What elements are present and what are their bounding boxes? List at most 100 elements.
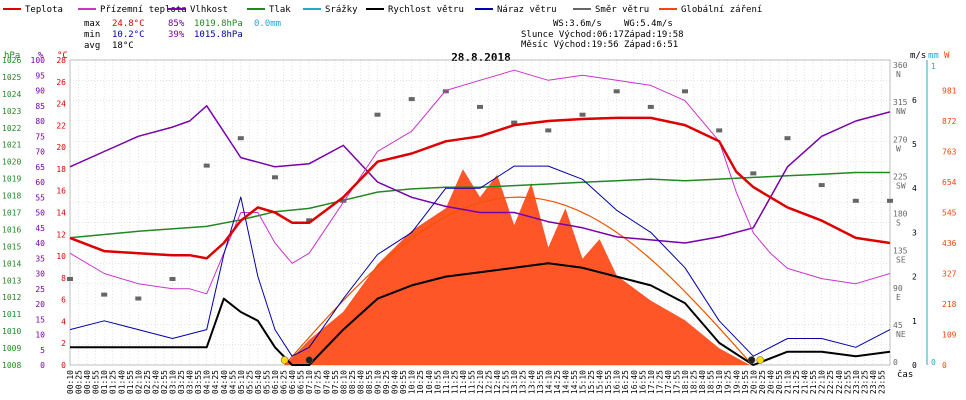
time-tick: 22:40: [835, 370, 844, 394]
wind-direction-point: [306, 218, 313, 223]
direction-degree-tick: 315: [893, 98, 908, 107]
wind-speed-line: [70, 262, 891, 366]
time-tick: 18:40: [698, 370, 707, 394]
wind-direction-point: [374, 112, 381, 117]
radiation-tick: 327: [942, 270, 957, 279]
hpa-tick: 1016: [2, 225, 21, 234]
temp-unit: °C: [57, 51, 68, 61]
pct-tick: 100: [31, 56, 46, 65]
stat-min-hum: 39%: [168, 30, 185, 40]
wind-direction-point: [545, 128, 552, 133]
time-tick: 13:25: [519, 370, 528, 394]
time-tick: 09:55: [399, 370, 408, 394]
wind-tick: 4: [912, 184, 917, 193]
hpa-tick: 1022: [2, 124, 21, 133]
time-tick: 23:10: [852, 370, 861, 394]
time-tick: 04:25: [211, 370, 220, 394]
time-tick: 14:25: [553, 370, 562, 394]
stat-min-temp: 10.2°C: [112, 30, 145, 40]
sun-moon-marker: [756, 356, 765, 364]
temp-tick: 0: [61, 361, 66, 370]
time-tick: 20:10: [749, 370, 758, 394]
radiation-tick: 981: [942, 87, 957, 96]
wind-direction-point: [442, 89, 449, 94]
wind-tick: 5: [912, 140, 917, 149]
time-tick: 12:40: [493, 370, 502, 394]
time-tick: 22:10: [818, 370, 827, 394]
pct-tick: 40: [35, 239, 45, 248]
legend-label: Rychlost větru: [388, 5, 464, 15]
temp-tick: 18: [56, 165, 66, 174]
time-tick: 09:25: [382, 370, 391, 394]
radiation-tick: 218: [942, 300, 957, 309]
hpa-tick: 1021: [2, 141, 21, 150]
direction-degree-tick: 90: [893, 284, 903, 293]
pct-tick: 0: [40, 361, 45, 370]
time-tick: 04:55: [228, 370, 237, 394]
hpa-tick: 1018: [2, 192, 21, 201]
hpa-tick: 1009: [2, 344, 21, 353]
radiation-tick: 872: [942, 117, 957, 126]
pct-tick: 60: [35, 178, 45, 187]
temp-tick: 16: [56, 187, 66, 196]
wind-direction-point: [477, 104, 483, 109]
temp-tick: 8: [61, 274, 66, 283]
time-tick: 07:25: [314, 370, 323, 394]
wind-direction-point: [887, 198, 893, 203]
stat-max-press: 1019.8hPa: [194, 19, 243, 29]
time-tick: 08:40: [356, 370, 365, 394]
plot-area: [67, 59, 893, 366]
sun-moon-marker: [747, 356, 756, 364]
stat-min-label: min: [84, 30, 100, 40]
time-tick: 13:40: [527, 370, 536, 394]
time-tick: 11:40: [459, 370, 468, 394]
pct-tick: 65: [35, 163, 45, 172]
time-tick: 17:40: [664, 370, 673, 394]
time-tick: 20:55: [775, 370, 784, 394]
time-tick: 03:40: [186, 370, 195, 394]
legend-item: Vlhkost: [168, 5, 228, 15]
time-tick: 11:10: [442, 370, 451, 394]
hpa-tick: 1023: [2, 107, 21, 116]
time-tick: 13:55: [536, 370, 545, 394]
radiation-tick: 763: [942, 148, 957, 157]
legend-label: Přízemní teplota: [100, 5, 187, 15]
sun-moon-marker: [280, 356, 289, 364]
rain-tick: 0: [931, 358, 936, 367]
time-tick: 17:55: [673, 370, 682, 394]
pct-tick: 70: [35, 148, 45, 157]
pct-tick: 20: [35, 300, 45, 309]
stat-max-hum: 85%: [168, 19, 185, 29]
time-tick: 08:55: [365, 370, 374, 394]
legend-item: Globální záření: [659, 5, 762, 15]
temp-tick: 24: [56, 100, 66, 109]
humidity-line: [69, 105, 891, 244]
wind-direction-point: [169, 277, 176, 281]
time-tick: 19:55: [741, 370, 750, 394]
time-tick: 18:25: [690, 370, 699, 394]
wind-direction-point: [750, 171, 757, 176]
time-tick: 06:25: [280, 370, 289, 394]
temp-tick: 20: [56, 143, 66, 152]
legend-label: Směr větru: [595, 5, 649, 15]
hpa-tick: 1025: [2, 73, 21, 82]
time-tick: 21:10: [784, 370, 793, 394]
direction-degree-tick: 180: [893, 210, 908, 219]
time-tick: 07:10: [305, 370, 314, 394]
wind-direction-point: [647, 104, 654, 109]
time-tick: 07:40: [322, 370, 331, 394]
wind-direction-point: [135, 296, 142, 301]
direction-compass-tick: SE: [896, 256, 906, 265]
hpa-tick: 1019: [2, 175, 21, 184]
time-tick: 00:55: [92, 370, 101, 394]
hpa-unit: hPa: [4, 51, 20, 61]
wind-tick: 0: [912, 361, 917, 370]
legend-item: Rychlost větru: [366, 5, 464, 15]
time-tick: 15:10: [579, 370, 588, 394]
time-tick: 01:55: [126, 370, 135, 394]
time-tick: 14:55: [570, 370, 579, 394]
direction-degree-tick: 45: [893, 321, 903, 330]
time-tick: 15:25: [587, 370, 596, 394]
temp-tick: 26: [56, 78, 66, 87]
